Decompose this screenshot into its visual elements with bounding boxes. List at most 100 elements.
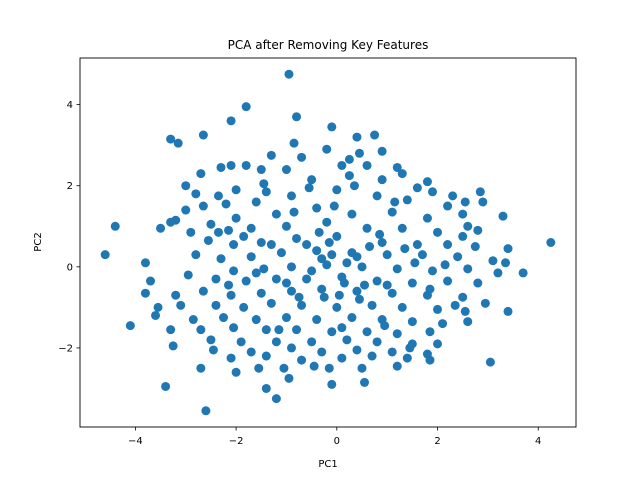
data-point <box>450 300 460 310</box>
data-point <box>256 288 266 298</box>
y-tick-label: 2 <box>67 181 73 192</box>
data-point <box>266 298 276 308</box>
data-point <box>317 284 327 294</box>
data-point <box>226 116 236 126</box>
data-point <box>281 313 291 323</box>
data-point <box>324 363 334 373</box>
data-point <box>352 345 362 355</box>
data-point <box>387 347 397 357</box>
data-point <box>342 335 352 345</box>
data-point <box>344 154 354 164</box>
data-point <box>380 321 390 331</box>
data-point <box>327 327 337 337</box>
data-point <box>307 175 317 185</box>
data-point <box>473 278 483 288</box>
data-point <box>407 317 417 327</box>
data-point <box>410 258 420 268</box>
data-point <box>151 310 161 320</box>
data-point <box>224 225 234 235</box>
data-point <box>470 242 480 252</box>
data-point <box>339 278 349 288</box>
data-point <box>271 274 281 284</box>
data-point <box>412 183 422 193</box>
data-point <box>161 381 171 391</box>
data-point <box>221 199 231 209</box>
data-point <box>501 258 510 268</box>
data-point <box>463 221 473 231</box>
data-point <box>188 315 198 325</box>
data-point <box>322 217 332 227</box>
data-point <box>443 240 453 250</box>
data-point <box>276 248 286 258</box>
data-point <box>198 286 208 296</box>
data-point <box>463 317 473 327</box>
x-tick-label: 2 <box>434 436 440 447</box>
data-point <box>387 207 397 217</box>
data-point <box>397 223 407 233</box>
data-point <box>329 201 339 211</box>
data-point <box>156 223 166 233</box>
data-point <box>493 268 503 278</box>
data-point <box>229 266 239 276</box>
data-point <box>443 201 453 211</box>
data-point <box>211 274 221 284</box>
data-point <box>354 294 364 304</box>
data-point <box>208 345 218 355</box>
y-tick-label: 4 <box>67 100 73 111</box>
data-point <box>289 138 299 148</box>
y-tick-label: 0 <box>67 262 73 273</box>
data-point <box>382 250 392 260</box>
data-point <box>438 319 448 329</box>
data-point <box>297 355 307 365</box>
data-point <box>372 276 382 286</box>
data-point <box>231 185 241 195</box>
data-point <box>266 150 276 160</box>
data-point <box>372 191 382 201</box>
data-point <box>153 302 163 312</box>
x-tick-label: −2 <box>229 436 244 447</box>
data-point <box>382 280 392 290</box>
chart-title: PCA after Removing Key Features <box>228 38 429 52</box>
data-point <box>206 335 216 345</box>
data-point <box>397 302 407 312</box>
data-point <box>271 394 281 404</box>
data-point <box>191 250 201 260</box>
data-point <box>286 286 296 296</box>
data-point <box>337 160 347 170</box>
data-point <box>289 207 299 217</box>
data-point <box>360 377 370 387</box>
data-point <box>344 171 354 181</box>
data-point <box>196 325 206 335</box>
data-point <box>256 165 266 175</box>
data-point <box>478 197 488 207</box>
data-point <box>261 351 271 361</box>
data-point <box>433 339 443 349</box>
data-point <box>274 325 284 335</box>
data-point <box>181 181 191 191</box>
data-point <box>297 152 307 162</box>
data-point <box>319 292 329 302</box>
data-point <box>171 290 181 300</box>
data-point <box>229 323 239 333</box>
data-point <box>166 134 176 144</box>
data-point <box>216 254 226 264</box>
data-point <box>460 306 470 316</box>
data-point <box>322 144 332 154</box>
data-point <box>292 112 302 122</box>
data-point <box>166 217 176 227</box>
x-tick-label: −4 <box>128 436 143 447</box>
data-point <box>327 379 337 389</box>
data-point <box>422 213 432 223</box>
data-point <box>239 302 249 312</box>
data-point <box>327 122 337 132</box>
data-point <box>425 355 435 365</box>
data-point <box>448 191 458 201</box>
data-point <box>231 367 241 377</box>
data-point <box>261 325 271 335</box>
data-point <box>317 254 327 264</box>
data-point <box>377 238 387 247</box>
x-ticks: −4 −2 0 2 4 <box>128 427 541 447</box>
data-point <box>302 274 312 284</box>
data-point <box>297 300 307 310</box>
data-point <box>110 221 120 231</box>
